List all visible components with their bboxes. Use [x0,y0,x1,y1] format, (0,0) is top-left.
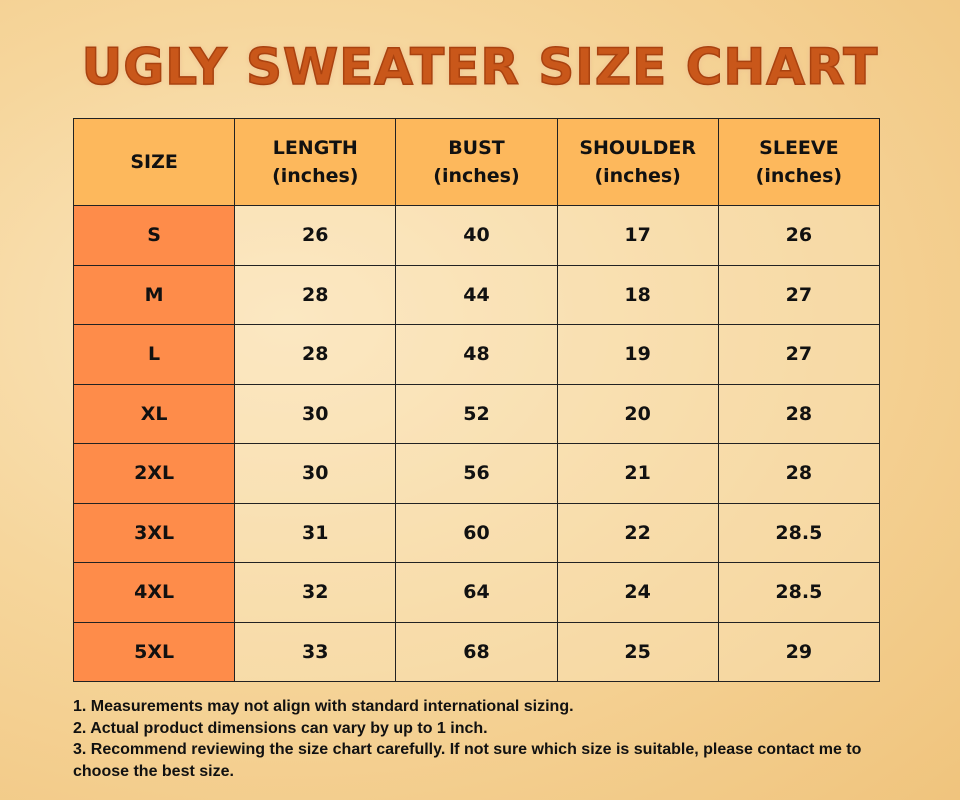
column-header-sleeve: SLEEVE (inches) [717,118,881,206]
note-2: 2. Actual product dimensions can vary by… [73,719,488,737]
column-unit: (inches) [433,165,520,187]
size-label-cell: M [72,264,236,325]
column-name: SIZE [130,151,178,173]
measurement-cell: 20 [556,383,719,444]
size-label-cell: XL [72,383,236,444]
table-row: 5XL 33 68 25 29 [72,621,881,682]
measurement-cell: 28 [717,443,881,504]
column-unit: (inches) [272,165,359,187]
measurement-cell: 26 [234,205,397,266]
column-header-shoulder: SHOULDER (inches) [556,118,719,206]
measurement-cell: 48 [395,324,558,385]
column-name: SLEEVE [759,137,839,159]
note-3: 3. Recommend reviewing the size chart ca… [73,741,862,780]
measurement-cell: 60 [395,502,558,563]
measurement-cell: 56 [395,443,558,504]
size-chart-table: SIZE LENGTH (inches) BUST (inches) SHOULDER (i… [72,118,881,682]
measurement-cell: 52 [395,383,558,444]
column-name: LENGTH [272,137,358,159]
measurement-cell: 17 [556,205,719,266]
measurement-cell: 29 [717,621,881,682]
measurement-cell: 24 [556,562,719,623]
column-name: SHOULDER [579,137,696,159]
measurement-cell: 32 [234,562,397,623]
measurement-cell: 22 [556,502,719,563]
measurement-cell: 28 [234,324,397,385]
column-unit: (inches) [755,165,843,187]
size-label-cell: S [72,205,236,266]
size-label-cell: 5XL [72,621,236,682]
measurement-cell: 33 [234,621,397,682]
measurement-cell: 27 [717,264,881,325]
table-row: S 26 40 17 26 [72,205,881,266]
measurement-cell: 44 [395,264,558,325]
measurement-cell: 28.5 [717,502,881,563]
measurement-cell: 28 [234,264,397,325]
column-header-size: SIZE [72,118,236,206]
column-unit: (inches) [594,165,681,187]
measurement-cell: 28 [717,383,881,444]
page-title: UGLY SWEATER SIZE CHART [81,37,879,97]
measurement-cell: 31 [234,502,397,563]
table-row: 2XL 30 56 21 28 [72,443,881,504]
measurement-cell: 30 [234,443,397,504]
measurement-cell: 30 [234,383,397,444]
table-row: 4XL 32 64 24 28.5 [72,562,881,623]
notes: 1. Measurements may not align with stand… [73,696,903,782]
measurement-cell: 40 [395,205,558,266]
table-row: M 28 44 18 27 [72,264,881,325]
measurement-cell: 68 [395,621,558,682]
measurement-cell: 27 [717,324,881,385]
note-1: 1. Measurements may not align with stand… [73,698,574,715]
size-label-cell: 4XL [72,562,236,623]
column-header-bust: BUST (inches) [395,118,558,206]
table-row: 3XL 31 60 22 28.5 [72,502,881,563]
column-header-length: LENGTH (inches) [234,118,397,206]
size-label-cell: L [72,324,236,385]
measurement-cell: 64 [395,562,558,623]
header-row: SIZE LENGTH (inches) BUST (inches) SHOULDER (i… [72,118,881,206]
table-row: L 28 48 19 27 [72,324,881,385]
measurement-cell: 26 [717,205,881,266]
measurement-cell: 19 [556,324,719,385]
table-body: S 26 40 17 26 M 28 44 18 27 L 28 48 19 27 XL 30 52 20 28 2XL… [72,205,881,682]
measurement-cell: 18 [556,264,719,325]
size-label-cell: 2XL [72,443,236,504]
table-row: XL 30 52 20 28 [72,383,881,444]
measurement-cell: 28.5 [717,562,881,623]
measurement-cell: 21 [556,443,719,504]
measurement-cell: 25 [556,621,719,682]
column-name: BUST [448,137,505,159]
size-label-cell: 3XL [72,502,236,563]
